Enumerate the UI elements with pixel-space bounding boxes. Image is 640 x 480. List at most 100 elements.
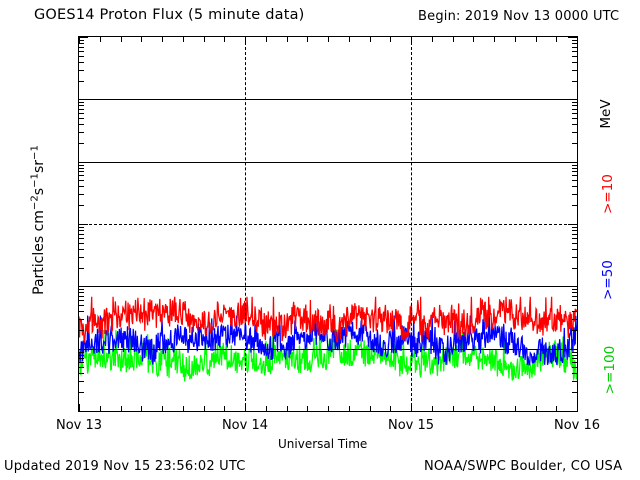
y-minor-tick — [79, 358, 84, 360]
y-minor-tick — [79, 175, 84, 177]
x-minor-tick — [328, 406, 329, 411]
plot-clip — [79, 37, 577, 411]
x-minor-tick — [473, 37, 475, 42]
y-minor-tick — [572, 362, 577, 364]
x-minor-tick — [348, 37, 350, 42]
y-minor-tick — [572, 373, 577, 375]
y-minor-tick — [79, 108, 84, 110]
y-minor-tick — [79, 248, 84, 250]
y-minor-tick — [79, 256, 84, 258]
y-minor-tick — [572, 113, 577, 115]
gridline-solid — [79, 161, 577, 163]
y-minor-tick — [572, 305, 577, 307]
y-minor-tick — [79, 242, 84, 244]
x-tick-label: Nov 13 — [55, 418, 103, 433]
x-minor-tick — [120, 37, 122, 42]
y-major-tick — [79, 286, 88, 288]
x-minor-tick — [224, 406, 226, 411]
y-minor-tick — [572, 237, 577, 239]
x-minor-tick — [535, 406, 537, 411]
y-minor-tick — [572, 230, 577, 232]
y-minor-tick — [79, 362, 84, 364]
x-minor-tick — [390, 37, 392, 42]
legend-unit-label: MeV — [598, 99, 614, 129]
y-minor-tick — [572, 392, 577, 394]
y-major-tick — [79, 37, 88, 38]
y-minor-tick — [572, 233, 577, 235]
y-axis-title: Particles cm−2s−1sr−1 — [29, 145, 47, 295]
y-minor-tick — [79, 267, 84, 269]
y-minor-tick — [79, 237, 84, 239]
y-minor-tick — [79, 295, 84, 297]
y-minor-tick — [79, 142, 84, 144]
y-minor-tick — [79, 300, 84, 302]
y-major-tick — [568, 37, 577, 38]
flux-traces — [79, 296, 577, 382]
legend-p100-label: >=100 — [602, 345, 618, 395]
y-minor-tick — [572, 248, 577, 250]
y-minor-tick — [572, 186, 577, 188]
x-major-tick — [411, 37, 412, 44]
y-minor-tick — [572, 142, 577, 144]
x-minor-tick — [348, 406, 350, 411]
x-minor-tick — [286, 406, 288, 411]
x-minor-tick — [203, 37, 205, 42]
y-minor-tick — [572, 300, 577, 302]
x-major-tick — [245, 37, 246, 44]
y-major-tick — [79, 161, 88, 163]
x-minor-tick — [514, 37, 516, 42]
gridline-solid — [79, 286, 577, 288]
y-minor-tick — [572, 367, 577, 369]
y-minor-tick — [79, 367, 84, 369]
y-major-tick — [568, 224, 577, 225]
x-major-tick — [577, 37, 578, 44]
x-minor-tick — [556, 406, 558, 411]
x-minor-tick — [452, 37, 454, 42]
y-minor-tick — [79, 167, 84, 169]
x-tick-label: Nov 16 — [553, 418, 601, 433]
y-minor-tick — [79, 392, 84, 394]
x-minor-tick — [162, 406, 163, 411]
x-minor-tick — [369, 406, 371, 411]
y-major-tick — [79, 224, 88, 225]
y-major-tick — [568, 161, 577, 163]
x-minor-tick — [307, 37, 309, 42]
y-minor-tick — [572, 194, 577, 196]
y-minor-tick — [79, 351, 84, 353]
y-minor-tick — [79, 131, 84, 133]
x-minor-tick — [141, 37, 143, 42]
x-minor-tick — [99, 37, 101, 42]
y-minor-tick — [79, 171, 84, 173]
x-minor-tick — [494, 406, 495, 411]
y-minor-tick — [79, 105, 84, 107]
x-minor-tick — [99, 406, 101, 411]
y-minor-tick — [79, 180, 84, 182]
x-major-tick — [577, 404, 578, 411]
x-tick-label: Nov 14 — [221, 418, 268, 433]
day-boundary-line — [245, 37, 246, 411]
y-minor-tick — [79, 230, 84, 232]
flux-trace-10 — [79, 296, 577, 343]
y-minor-tick — [79, 69, 84, 71]
y-minor-tick — [79, 80, 84, 82]
y-minor-tick — [572, 124, 577, 126]
agency-credit: NOAA/SWPC Boulder, CO USA — [424, 459, 623, 474]
x-minor-tick — [473, 406, 475, 411]
y-minor-tick — [79, 194, 84, 196]
y-minor-tick — [572, 354, 577, 356]
y-minor-tick — [572, 267, 577, 269]
y-minor-tick — [572, 61, 577, 63]
x-minor-tick — [494, 37, 495, 42]
begin-time-label: Begin: 2019 Nov 13 0000 UTC — [418, 9, 620, 24]
x-minor-tick — [390, 406, 392, 411]
x-minor-tick — [265, 37, 267, 42]
x-major-tick — [79, 37, 80, 44]
page-title: GOES14 Proton Flux (5 minute data) — [34, 7, 305, 23]
y-minor-tick — [572, 205, 577, 207]
y-minor-tick — [79, 124, 84, 126]
y-major-tick — [568, 411, 577, 412]
x-minor-tick — [307, 406, 309, 411]
y-minor-tick — [79, 354, 84, 356]
y-minor-tick — [79, 226, 84, 228]
y-minor-tick — [79, 205, 84, 207]
